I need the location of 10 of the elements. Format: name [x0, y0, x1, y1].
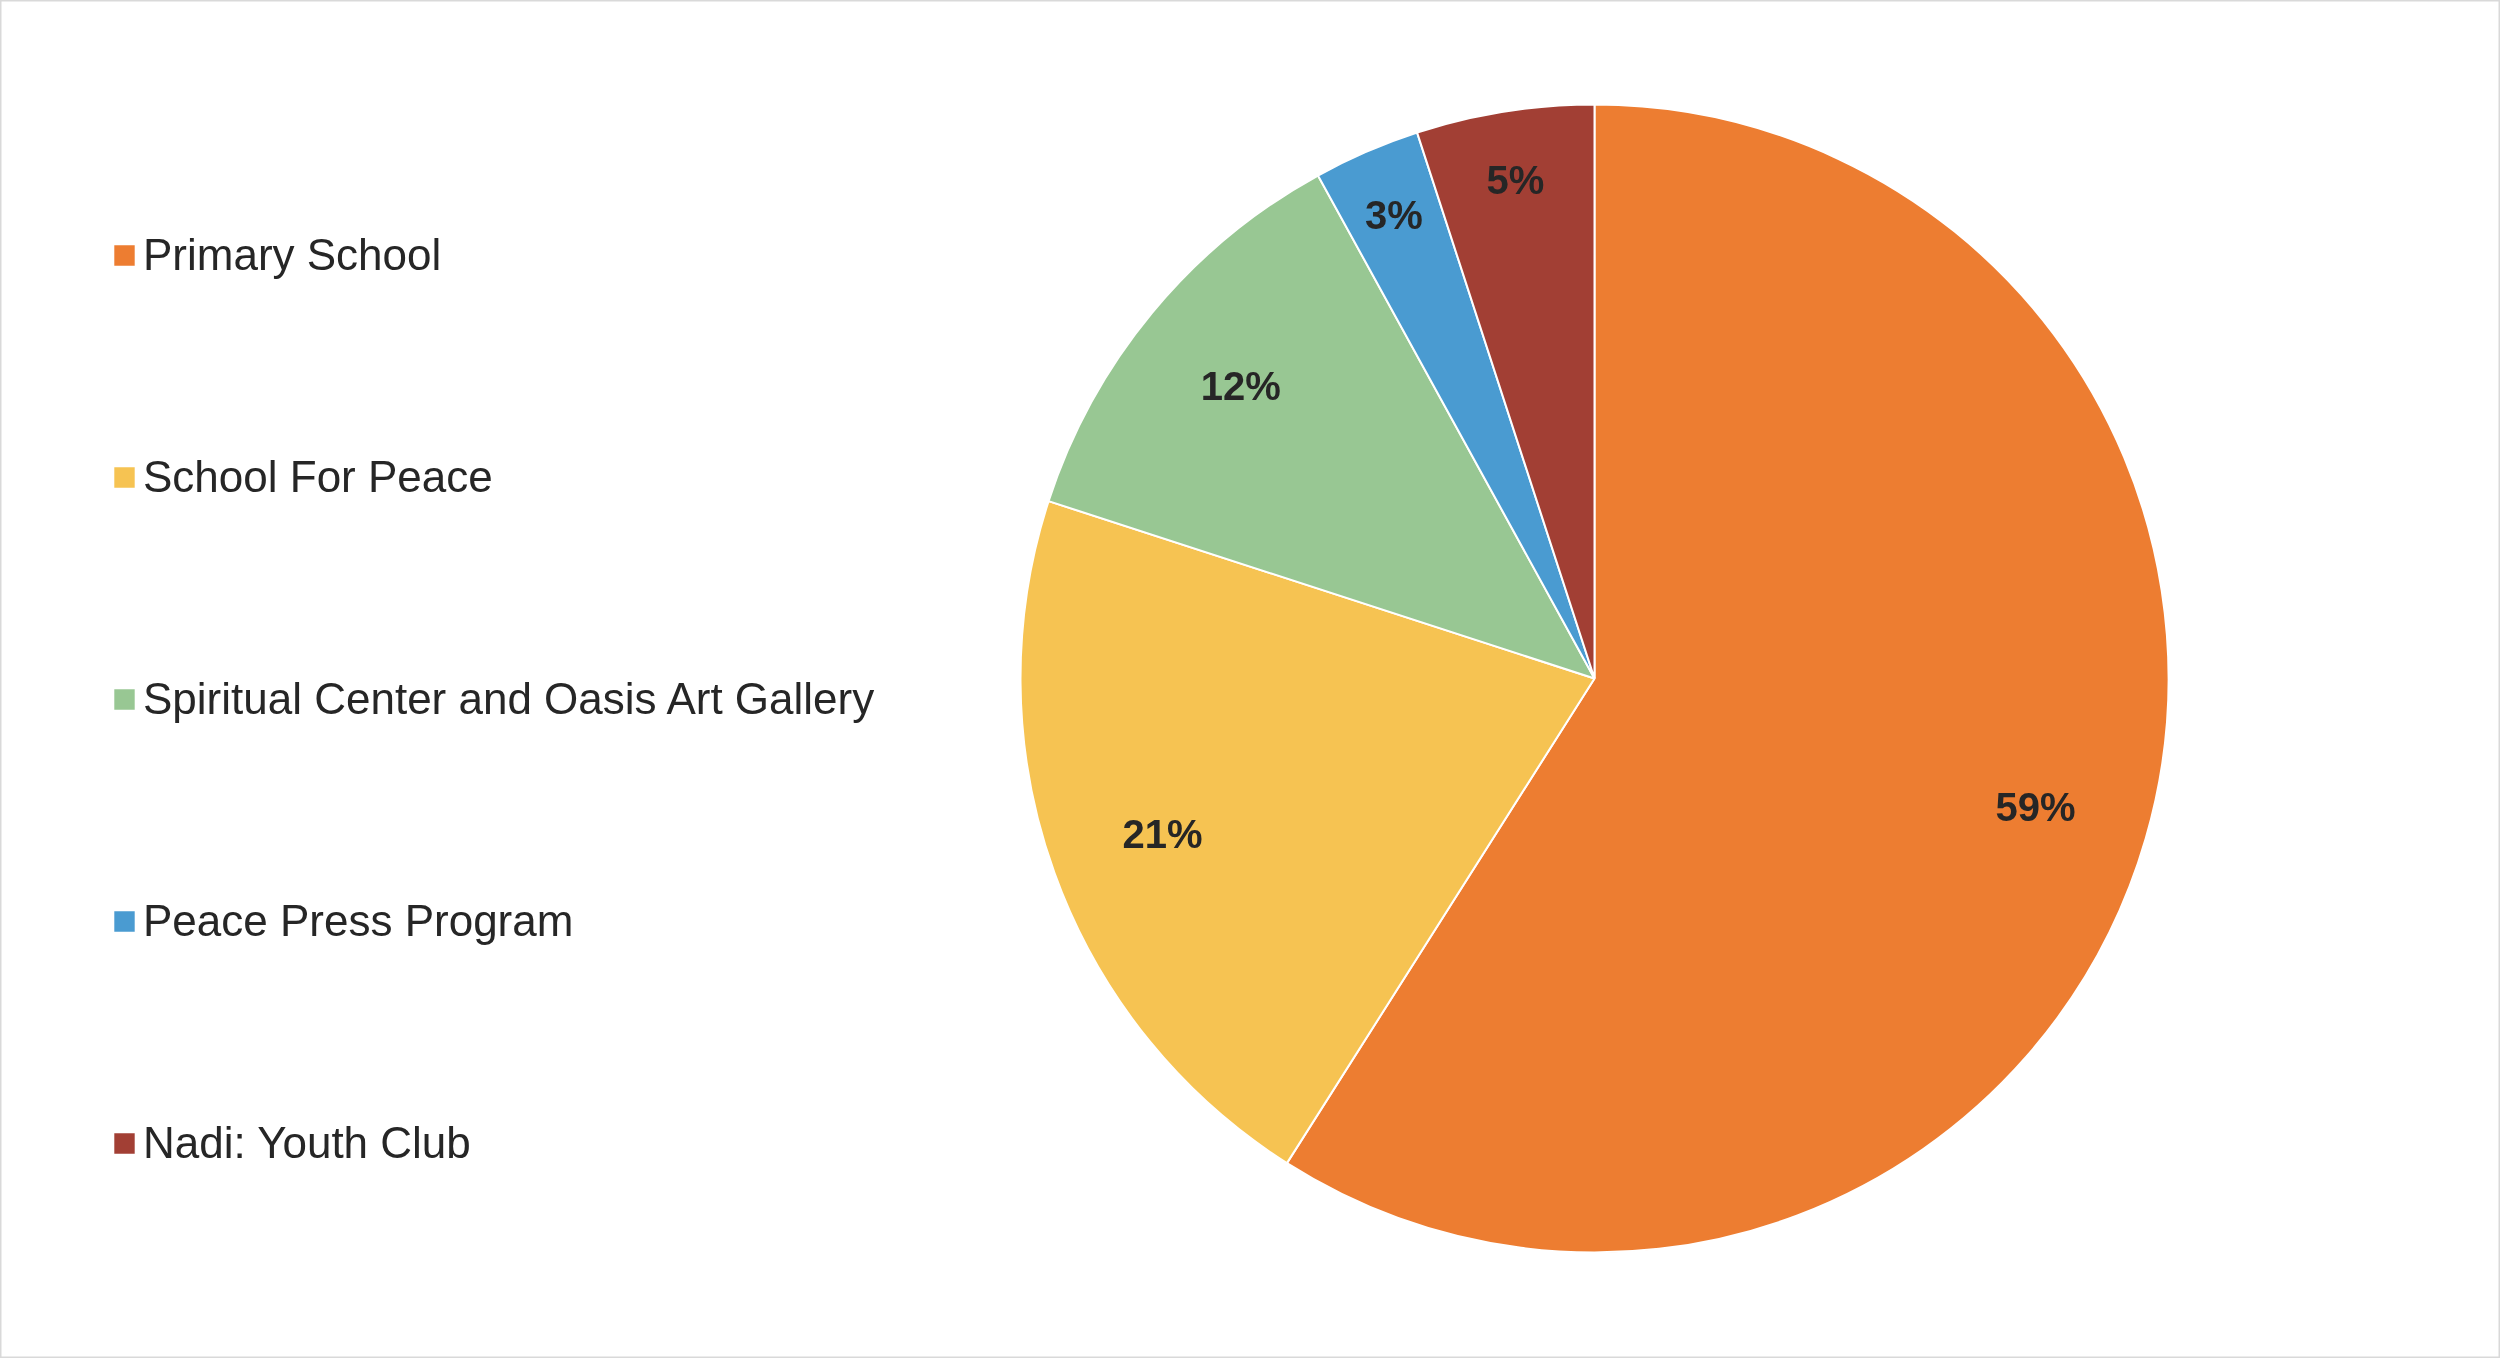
legend-label: Peace Press Program: [143, 896, 574, 946]
legend-label: Nadi: Youth Club: [143, 1118, 471, 1168]
legend-label: Spiritual Center and Oasis Art Gallery: [143, 674, 875, 724]
legend-label: School For Peace: [143, 452, 493, 502]
data-label: 12%: [1200, 363, 1281, 408]
legend-label: Primary School: [143, 230, 442, 280]
data-label: 59%: [1995, 784, 2076, 829]
data-label: 5%: [1486, 157, 1545, 202]
data-label: 21%: [1122, 812, 1203, 857]
data-label: 3%: [1364, 192, 1423, 237]
